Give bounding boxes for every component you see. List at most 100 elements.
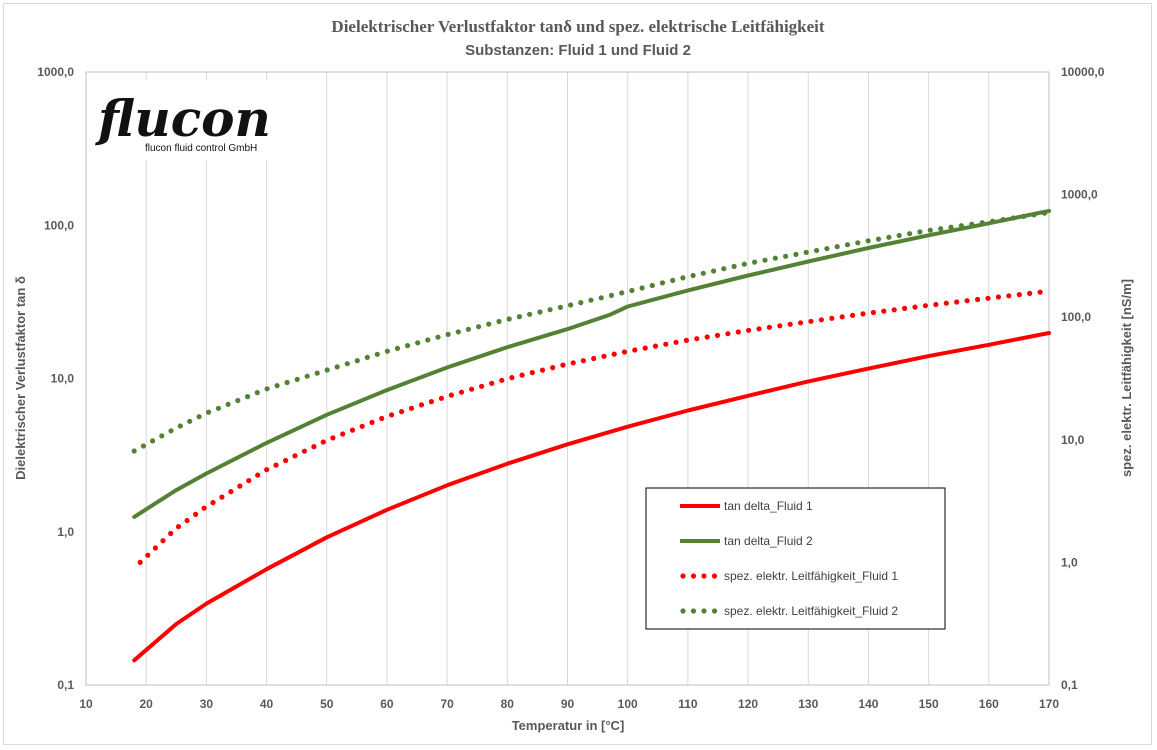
series-point [570, 360, 576, 366]
series-point [834, 244, 840, 250]
series-point [418, 402, 425, 408]
series-point [206, 409, 212, 415]
plot-area [85, 71, 1050, 686]
y-tick-label: 100,0 [44, 218, 74, 232]
series-point [619, 290, 625, 296]
series-point [160, 538, 166, 544]
x-tick-label: 40 [260, 697, 274, 711]
legend-label: spez. elektr. Leitfähigkeit_Fluid 2 [724, 604, 898, 618]
series-point [855, 240, 861, 246]
series-point [175, 524, 182, 530]
y2-tick-label: 1,0 [1061, 555, 1078, 569]
series-point [639, 285, 645, 291]
series-point [766, 324, 773, 330]
series-point [519, 372, 525, 378]
series-point [943, 300, 949, 306]
series-point [652, 343, 659, 349]
series-point [219, 494, 225, 500]
series-point [933, 301, 939, 308]
series-point [131, 448, 137, 454]
series-point [215, 405, 221, 411]
series-point [301, 448, 307, 454]
y2-tick-label: 10,0 [1061, 433, 1085, 447]
series-point [608, 292, 615, 298]
series-point [700, 270, 706, 276]
series-point [145, 552, 151, 558]
legend-label: spez. elektr. Leitfähigkeit_Fluid 1 [724, 569, 898, 583]
series-point [292, 453, 298, 459]
series-point [354, 358, 360, 364]
series-point [958, 223, 965, 229]
series-point [850, 312, 856, 318]
series-point [912, 304, 918, 310]
series-point [704, 334, 710, 340]
series-point [509, 375, 515, 381]
x-tick-label: 20 [140, 697, 154, 711]
series-point [990, 218, 996, 224]
series-point [568, 302, 574, 308]
logo-wordmark: flucon [95, 89, 271, 148]
series-point [246, 478, 252, 484]
y-axis-label: Dielektrischer Verlustfaktor tan δ [13, 276, 28, 480]
series-point [1031, 212, 1037, 218]
series-point [649, 282, 655, 289]
x-tick-label: 170 [1039, 697, 1059, 711]
x-tick-label: 120 [738, 697, 758, 711]
series-point [455, 329, 461, 335]
series-point [629, 287, 635, 294]
series-point [642, 345, 648, 351]
y-tick-label: 1,0 [57, 525, 74, 539]
series-point [408, 405, 415, 411]
series-point [591, 355, 597, 362]
series-point [374, 351, 380, 357]
series-point [588, 297, 594, 303]
series-point [680, 275, 686, 281]
series-point [394, 345, 401, 351]
series-point [917, 229, 923, 235]
series-point [621, 349, 628, 355]
series-point [694, 336, 700, 342]
series-point [875, 236, 882, 242]
series-point [196, 414, 202, 420]
y2-tick-labels: 0,1 1,0 10,0 100,0 1000,0 10000,0 [1061, 65, 1105, 692]
series-point [1000, 217, 1006, 223]
series-point [177, 423, 183, 429]
series-point [428, 399, 434, 405]
series-2 [132, 208, 1051, 519]
series-point [690, 272, 696, 279]
series-point [886, 234, 892, 240]
series-point [349, 427, 356, 433]
x-tick-label: 30 [200, 697, 214, 711]
x-axis-label: Temperatur in [°C] [512, 718, 625, 733]
series-point [476, 324, 482, 330]
series-point [506, 316, 512, 322]
y2-tick-label: 10000,0 [1061, 65, 1105, 79]
series-point [448, 392, 454, 398]
series-point [752, 259, 758, 265]
series-point [273, 462, 279, 468]
series-point [201, 505, 207, 511]
series-point [881, 308, 887, 314]
series-point [683, 337, 690, 343]
series-point [580, 358, 587, 364]
legend-swatch [680, 608, 718, 614]
series-point [458, 389, 465, 395]
series-point [601, 353, 607, 359]
series-point [320, 439, 326, 445]
series-point [235, 397, 241, 404]
logo-subtitle: flucon fluid control GmbH [145, 143, 257, 154]
logo-background [92, 80, 268, 160]
chart-title: Dielektrischer Verlustfaktor tanδ und sp… [331, 17, 824, 36]
series-point [985, 295, 991, 301]
legend-label: tan delta_Fluid 1 [724, 499, 813, 513]
series-point [731, 263, 737, 269]
series-point [964, 298, 970, 304]
series-point [539, 367, 546, 373]
series-point [902, 305, 908, 311]
series-point [340, 431, 346, 437]
series-point [762, 257, 768, 263]
series-point [741, 261, 747, 267]
series-point [152, 545, 158, 551]
series-point [673, 339, 679, 345]
